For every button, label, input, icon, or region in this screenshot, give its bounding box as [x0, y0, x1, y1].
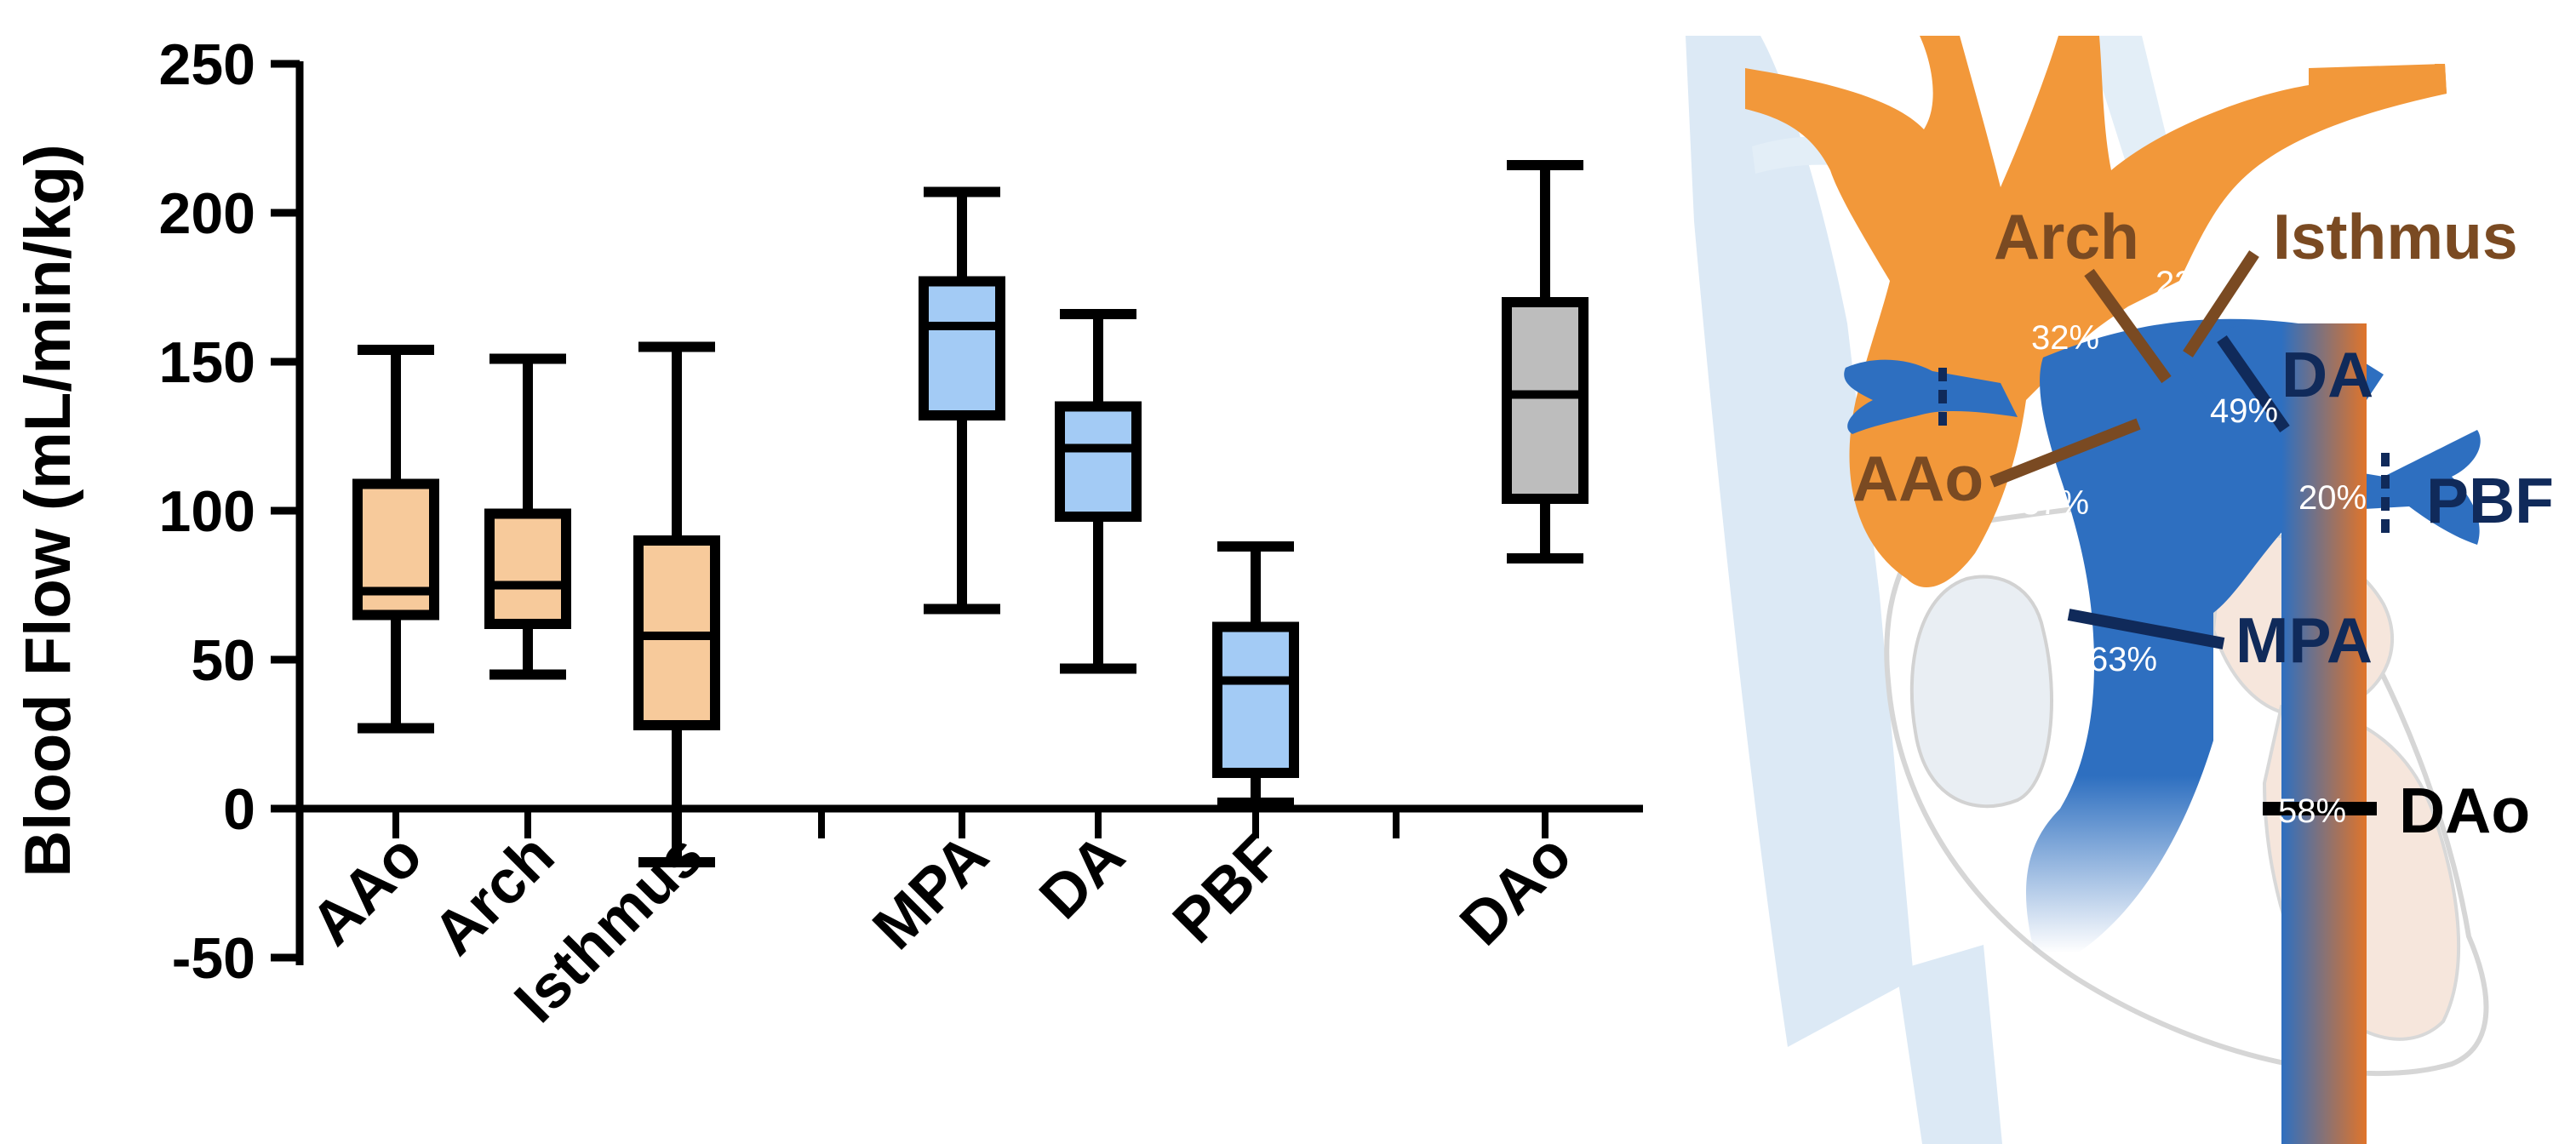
box-aao — [352, 345, 439, 734]
isthmus-pct: 23% — [2155, 265, 2224, 302]
isthmus-marker — [2183, 250, 2259, 358]
inferior-vena-cava — [1897, 945, 2002, 1144]
dao-pct: 58% — [2278, 792, 2346, 830]
box-dao — [1502, 160, 1589, 563]
label-dao: DAo — [2399, 775, 2530, 846]
y-tick-label: 250 — [159, 32, 255, 97]
box-iqr — [484, 508, 571, 629]
x-ticks — [392, 809, 1548, 838]
box-pbf — [1212, 541, 1299, 808]
mpa-pct: 63% — [2089, 641, 2157, 678]
y-tick-label: -50 — [172, 926, 255, 991]
aorta — [1745, 36, 2447, 587]
y-tick-label: 0 — [223, 777, 255, 842]
da-marker — [2217, 335, 2290, 433]
box-iqr — [1502, 297, 1589, 504]
y-tick-label: 200 — [159, 181, 255, 246]
y-tick-label: 50 — [191, 628, 255, 693]
y-tick-label: 100 — [159, 479, 255, 544]
box-mpa — [919, 186, 1005, 615]
category-label: DAo — [1447, 821, 1584, 958]
label-da: DA — [2281, 339, 2373, 410]
label-pbf: PBF — [2426, 465, 2554, 536]
category-label: PBF — [1160, 821, 1295, 956]
aao-marker — [1989, 418, 2141, 488]
da-pct: 49% — [2210, 392, 2278, 430]
superior-vena-cava — [1686, 36, 1914, 1047]
left-venous-branch — [2086, 36, 2172, 170]
box-iqr — [1212, 621, 1299, 778]
arch-marker — [2084, 268, 2172, 384]
left-pulmonary-branch — [1844, 359, 2018, 434]
boxes — [352, 160, 1589, 867]
aao-pct: 37% — [2021, 484, 2089, 522]
right-pulmonary-branch — [2333, 430, 2481, 545]
y-axis-title: Blood Flow (mL/min/kg) — [12, 144, 84, 877]
right-atrium — [1909, 575, 2053, 809]
aorta-right-arm — [2435, 64, 2447, 95]
box-iqr — [919, 276, 1005, 420]
mpa-marker — [2067, 609, 2225, 649]
label-arch: Arch — [1994, 201, 2139, 272]
y-ticks: -50 0 50 100 150 200 250 — [159, 32, 300, 991]
box-iqr — [1055, 401, 1142, 522]
y-tick-label: 150 — [159, 330, 255, 395]
arch-pct: 32% — [2031, 319, 2099, 357]
pbf-pct: 20% — [2298, 479, 2367, 517]
heart-diagram: 32% 23% 49% 37% 20% 63% 58% Arch Isthmus… — [1686, 36, 2554, 1144]
category-label: DA — [1027, 821, 1137, 932]
category-label: MPA — [860, 821, 1001, 963]
box-isthmus — [633, 341, 720, 867]
category-label: AAo — [298, 821, 435, 958]
box-arch — [484, 353, 571, 680]
label-mpa: MPA — [2235, 604, 2373, 676]
label-isthmus: Isthmus — [2273, 201, 2518, 272]
box-da — [1055, 309, 1142, 674]
label-aao: AAo — [1852, 443, 1984, 514]
descending-aorta — [2281, 323, 2367, 1144]
